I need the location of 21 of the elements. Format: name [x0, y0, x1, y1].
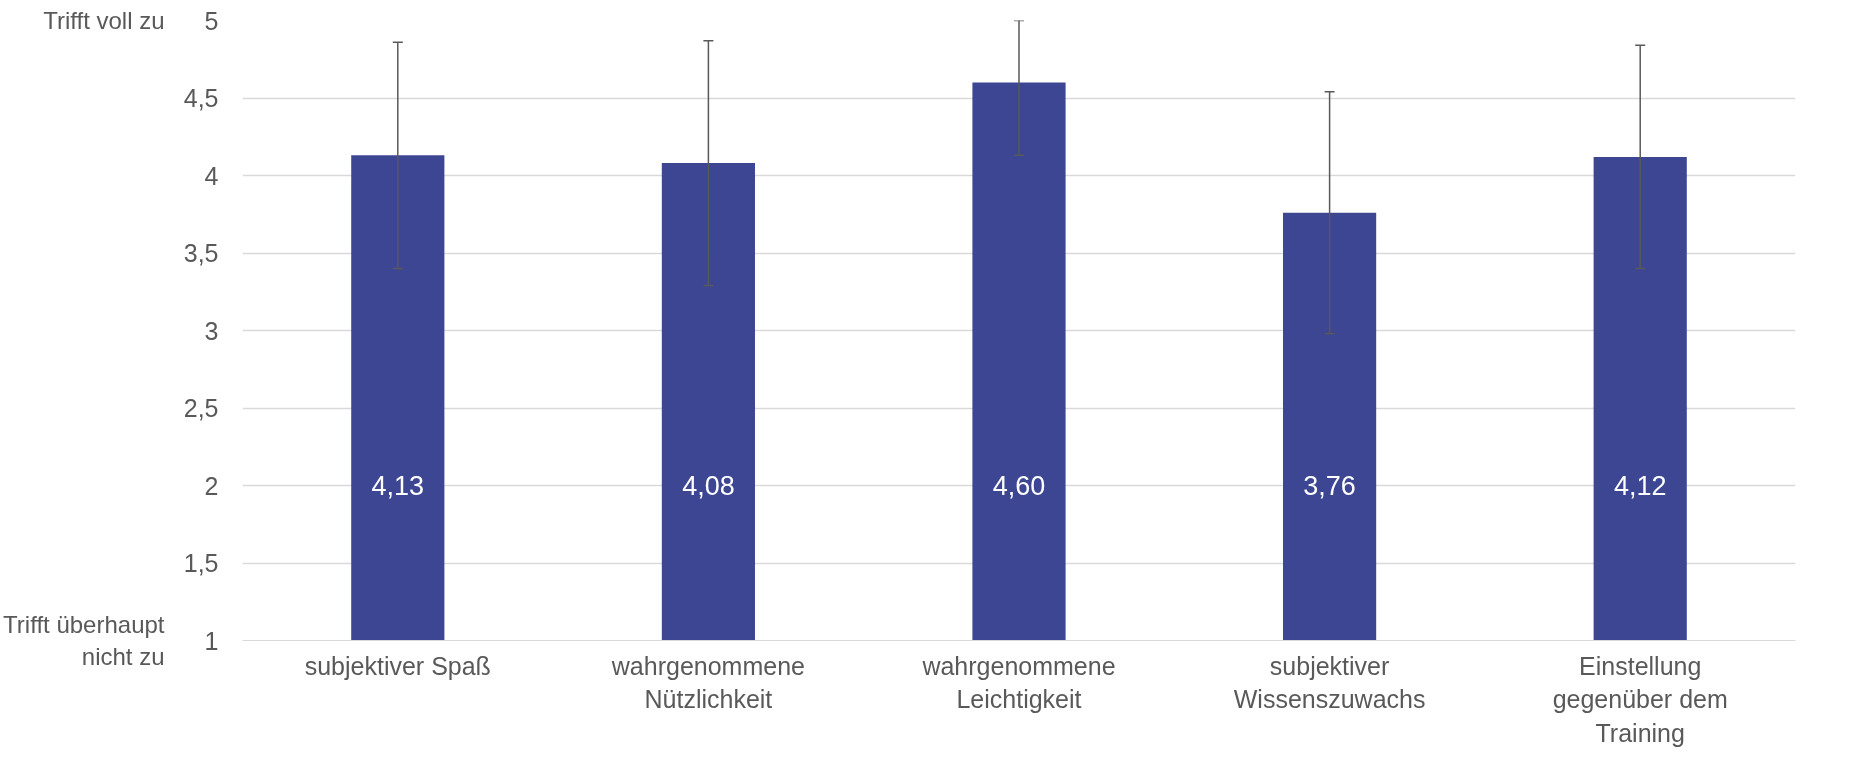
x-tick-label: subjektiver Wissenszuwachs: [1233, 651, 1426, 714]
data-label: 4,13: [371, 471, 425, 501]
y-tick-label: 3,5: [183, 239, 219, 267]
y-tick-label: 2,5: [183, 394, 219, 422]
data-label: 4,12: [1613, 471, 1667, 501]
x-tick-label: wahrgenommene Leichtigkeit: [921, 651, 1116, 714]
y-tick-label: 4,5: [183, 84, 219, 112]
y-tick-label: 5: [204, 6, 219, 35]
x-tick-label: Einstellung gegenüber dem Training: [1552, 651, 1728, 747]
x-tick-label: wahrgenommene Nützlichkeit: [610, 651, 805, 714]
y-tick-label: 1: [204, 626, 219, 655]
y-tick-label: 4: [204, 161, 219, 190]
y-tick-label: 2: [204, 471, 219, 500]
x-tick-label: subjektiver Spaß: [304, 651, 491, 680]
data-label: 4,08: [682, 471, 735, 501]
y-tick-label: 3: [204, 316, 219, 345]
y-tick-label: 1,5: [183, 549, 219, 577]
data-label: 4,60: [992, 471, 1046, 501]
text: Trifft überhaupt nicht zu: [3, 610, 165, 671]
text: Trifft voll zu: [43, 7, 165, 34]
data-label: 3,76: [1303, 471, 1356, 501]
